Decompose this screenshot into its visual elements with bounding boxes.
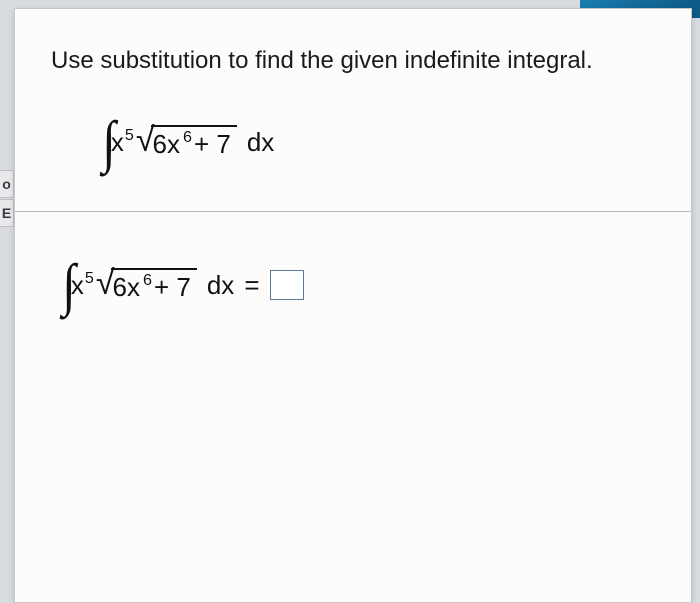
integral-sign-icon: ∫ — [62, 256, 76, 314]
dx: dx — [247, 127, 274, 158]
inner-const: + 7 — [154, 272, 191, 303]
outer-exponent: 5 — [125, 126, 134, 145]
square-root: √ 6x 6 + 7 — [96, 268, 197, 303]
tab-e[interactable]: E — [0, 199, 14, 227]
radicand: 6x 6 + 7 — [151, 125, 237, 160]
inner-const: + 7 — [194, 129, 231, 160]
content-page: Use substitution to find the given indef… — [14, 8, 692, 603]
equals-sign: = — [244, 270, 259, 301]
radical-icon: √ — [136, 123, 155, 157]
inner-exponent: 6 — [143, 271, 152, 290]
left-tab-strip: o E — [0, 170, 14, 228]
inner-coeff: 6x — [153, 129, 180, 160]
dx: dx — [207, 270, 234, 301]
radical-icon: √ — [96, 266, 115, 300]
radicand: 6x 6 + 7 — [111, 268, 197, 303]
outer-exponent: 5 — [85, 269, 94, 288]
section-divider — [15, 211, 691, 212]
answer-row: ∫ x 5 √ 6x 6 + 7 dx = — [61, 256, 661, 314]
square-root: √ 6x 6 + 7 — [136, 125, 237, 160]
inner-exponent: 6 — [183, 128, 192, 147]
integral-expression: ∫ x 5 √ 6x 6 + 7 dx — [101, 113, 661, 171]
instruction-text: Use substitution to find the given indef… — [51, 45, 661, 77]
inner-coeff: 6x — [113, 272, 140, 303]
answer-input[interactable] — [270, 270, 304, 300]
tab-o[interactable]: o — [0, 170, 14, 198]
integral-sign-icon: ∫ — [102, 113, 116, 171]
